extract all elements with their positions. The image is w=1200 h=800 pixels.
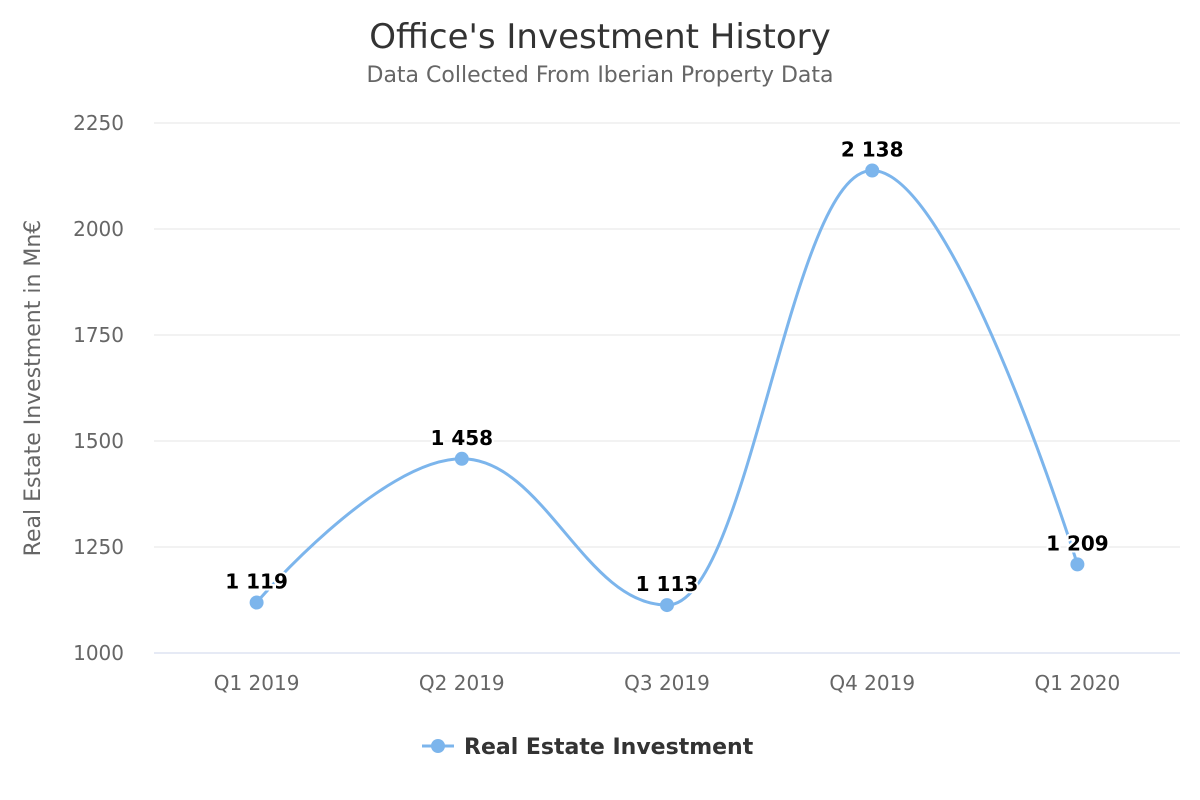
x-tick-label: Q1 2020: [1035, 671, 1121, 695]
y-tick-label: 1000: [73, 641, 124, 665]
x-tick-label: Q3 2019: [624, 671, 710, 695]
y-tick-label: 1750: [73, 323, 124, 347]
data-point[interactable]: [1070, 557, 1085, 572]
chart-subtitle: Data Collected From Iberian Property Dat…: [367, 63, 834, 88]
y-tick-label: 1250: [73, 535, 124, 559]
legend-item[interactable]: Real Estate Investment: [422, 735, 754, 760]
data-point[interactable]: [865, 163, 880, 178]
data-label: 1 458: [430, 426, 493, 450]
series-line: [255, 168, 1079, 607]
data-point[interactable]: [249, 595, 264, 610]
chart-title: Office's Investment History: [369, 17, 830, 57]
y-axis-title: Real Estate Investment in Mn€: [21, 220, 46, 557]
data-label: 1 113: [636, 572, 699, 596]
x-tick-label: Q4 2019: [829, 671, 915, 695]
data-point[interactable]: [454, 451, 469, 466]
data-label: 2 138: [841, 137, 904, 161]
y-tick-label: 2250: [73, 111, 124, 135]
y-tick-label: 2000: [73, 217, 124, 241]
data-label: 1 119: [225, 570, 288, 594]
legend-label: Real Estate Investment: [464, 735, 754, 760]
x-tick-label: Q1 2019: [214, 671, 300, 695]
x-tick-label: Q2 2019: [419, 671, 505, 695]
legend-marker-icon: [431, 739, 445, 753]
y-tick-label: 1500: [73, 429, 124, 453]
data-point[interactable]: [660, 598, 674, 613]
data-label: 1 209: [1046, 531, 1109, 555]
